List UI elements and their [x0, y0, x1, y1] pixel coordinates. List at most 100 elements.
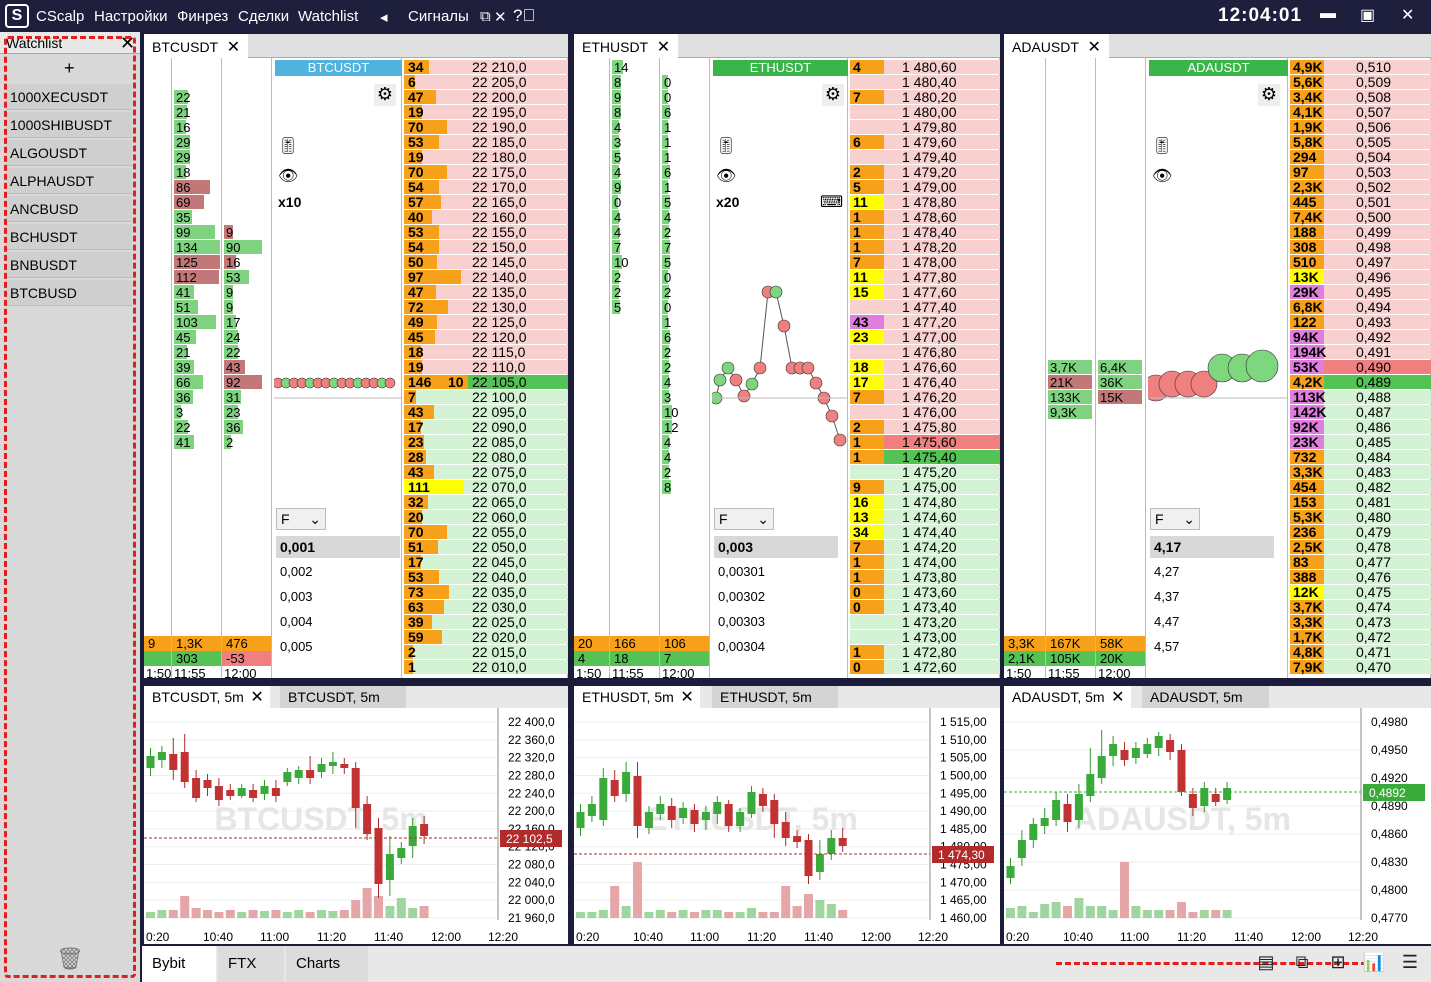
minimize-icon[interactable]: ▬: [1320, 5, 1336, 22]
x-tick-label: 11:20: [317, 930, 346, 944]
mode-select[interactable]: F ⌄: [276, 508, 326, 530]
cluster-col-3: 0 0 6 1 1 1 6 1 5 4 2 7 5 0 2 0 1 6 2 2 4 3 10 12 4 4 2 8 106 7 12:00: [660, 58, 710, 678]
add-panel-icon[interactable]: ⊞: [1330, 952, 1346, 972]
cluster-bar: [662, 420, 673, 434]
book-price: 1 475,40: [902, 449, 957, 465]
cluster-bar: [662, 405, 672, 419]
tab-chart-active[interactable]: ADAUSDT, 5m ✕: [1004, 686, 1131, 708]
close-tab-icon[interactable]: ✕: [226, 39, 241, 56]
add-chart-icon[interactable]: 📊: [1362, 952, 1386, 972]
cluster-value: 1: [664, 120, 672, 135]
volume-bar: [1097, 906, 1107, 918]
gear-icon[interactable]: ⚙: [822, 84, 844, 106]
keyboard-icon[interactable]: ⌨: [820, 194, 844, 211]
menu-settings[interactable]: Настройки: [94, 8, 168, 25]
book-row-bg: [850, 60, 1000, 74]
tab-chart-other[interactable]: BTCUSDT, 5m: [280, 686, 406, 708]
book-price: 1 478,40: [902, 224, 957, 240]
leverage-label[interactable]: x10: [278, 194, 302, 210]
maximize-icon[interactable]: ▣: [1360, 7, 1376, 24]
menu-signals[interactable]: Сигналы: [408, 8, 469, 25]
watchlist-item[interactable]: 1000SHIBUSDT: [6, 112, 132, 138]
cluster-value: 9: [614, 180, 622, 195]
menu-deals[interactable]: Сделки: [238, 8, 290, 25]
tab-chart-active[interactable]: BTCUSDT, 5m ✕: [144, 686, 270, 708]
watchlist-item[interactable]: BNBUSDT: [6, 252, 132, 278]
close-signals-icon[interactable]: ✕: [494, 9, 507, 26]
order-book[interactable]: 4,9K 0,510 5,6K 0,509 3,4K 0,508 4,1K 0,507 1,9K…: [1290, 58, 1431, 678]
eye-icon[interactable]: 👁: [716, 168, 737, 185]
watchlist-item[interactable]: ALGOUSDT: [6, 140, 132, 166]
tab-btcusdt[interactable]: BTCUSDT ✕: [144, 34, 249, 58]
close-tab-icon[interactable]: ✕: [250, 689, 264, 706]
tab-charts[interactable]: Charts: [286, 946, 368, 982]
book-row-bg: [850, 525, 1000, 539]
candle-body: [1040, 818, 1049, 826]
tab-ethusdt[interactable]: ETHUSDT ✕: [574, 34, 679, 58]
add-list-icon[interactable]: ☰: [1401, 952, 1419, 972]
add-ticker-button[interactable]: +: [64, 58, 75, 78]
tab-chart-active[interactable]: ETHUSDT, 5m ✕: [574, 686, 700, 708]
book-volume: 2,5K: [1293, 539, 1323, 555]
menu-finrez[interactable]: Финрез: [177, 8, 229, 25]
watchlist-item[interactable]: BTCBUSD: [6, 280, 132, 306]
book-price: 0,503: [1356, 164, 1392, 180]
trash-icon[interactable]: 🗑: [56, 946, 84, 971]
restore-icon[interactable]: ⧉: [480, 8, 491, 25]
mode-select[interactable]: F ⌄: [1150, 508, 1200, 530]
candle-chart-adausdt[interactable]: ADAUSDT, 5m ✕ ADAUSDT, 5m 0,4980 0,4950 0,4…: [1004, 686, 1431, 944]
candle-body: [599, 778, 608, 820]
close-tab-icon[interactable]: ✕: [1087, 39, 1101, 56]
order-book[interactable]: 34 22 210,0 6 22 205,0 47 22 200,0 19 22 195,0 7…: [404, 58, 568, 678]
watchlist-item[interactable]: 1000XECUSDT: [6, 84, 132, 110]
close-tab-icon[interactable]: ✕: [680, 689, 694, 706]
ask-price: 22 175,0: [472, 164, 527, 180]
popout-icon[interactable]: ⧉: [1295, 952, 1309, 972]
close-tab-icon[interactable]: ✕: [1111, 689, 1125, 706]
tab-chart-other[interactable]: ETHUSDT, 5m: [712, 686, 838, 708]
book-price: 1 477,00: [902, 329, 957, 345]
layout-icon[interactable]: ▤: [1257, 952, 1275, 972]
gear-icon[interactable]: ⚙: [1258, 84, 1280, 106]
close-window-icon[interactable]: ✕: [1401, 7, 1415, 24]
cluster-value: 4: [664, 450, 672, 465]
book-row-bg: [850, 120, 1000, 134]
book-row-bg: [850, 600, 1000, 614]
tab-ftx[interactable]: FTX: [218, 946, 284, 982]
x-tick-label: 0:20: [576, 930, 600, 944]
tab-bybit[interactable]: Bybit: [142, 946, 216, 982]
equalizer-icon[interactable]: 🎚: [716, 138, 737, 155]
caret-left-icon[interactable]: ◂: [380, 9, 388, 26]
menu-watchlist[interactable]: Watchlist: [298, 8, 359, 25]
tick-chart[interactable]: [712, 58, 848, 678]
tick-chart[interactable]: [274, 58, 402, 678]
watchlist-item[interactable]: BCHUSDT: [6, 224, 132, 250]
cluster-bar: [662, 165, 671, 179]
leverage-label[interactable]: x20: [716, 194, 740, 210]
bid-row-bg: [404, 465, 568, 479]
watchlist-item[interactable]: ANCBUSD: [6, 196, 132, 222]
eye-icon[interactable]: 👁: [1152, 168, 1173, 185]
tab-adausdt[interactable]: ADAUSDT ✕: [1004, 34, 1109, 58]
watchlist-item[interactable]: ALPHAUSDT: [6, 168, 132, 194]
candle-chart-btcusdt[interactable]: BTCUSDT, 5m ✕ BTCUSDT, 5m 22 400,0 22 360,…: [144, 686, 568, 944]
book-row-bg: [1290, 660, 1431, 674]
eye-icon[interactable]: 👁: [278, 168, 299, 185]
cluster-bar: [612, 195, 618, 209]
gear-icon[interactable]: ⚙: [374, 84, 396, 106]
mode-select[interactable]: F ⌄: [714, 508, 774, 530]
chart-tabs: ETHUSDT, 5m ✕ ETHUSDT, 5m: [574, 686, 1000, 708]
tick-line: [715, 291, 841, 441]
bid-row-bg: [404, 615, 568, 629]
cluster-value: 2: [614, 285, 622, 300]
close-tab-icon[interactable]: ✕: [656, 39, 671, 56]
help-icon[interactable]: ?⃝: [513, 6, 536, 25]
candle-chart-ethusdt[interactable]: ETHUSDT, 5m ✕ ETHUSDT, 5m 1 515,00 1 510,0…: [574, 686, 1000, 944]
equalizer-icon[interactable]: 🎚: [1152, 138, 1173, 155]
book-volume: 454: [1293, 479, 1317, 495]
tab-chart-other[interactable]: ADAUSDT, 5m: [1142, 686, 1269, 708]
equalizer-icon[interactable]: 🎚: [278, 138, 299, 155]
tick-chart[interactable]: [1148, 58, 1288, 678]
candle-body: [214, 786, 223, 800]
